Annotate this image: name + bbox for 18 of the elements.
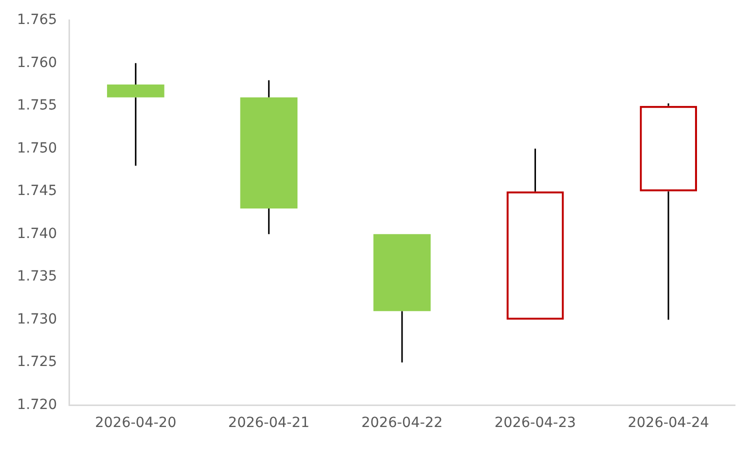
x-tick-label: 2026-04-20	[94, 415, 176, 432]
y-tick-label: 1.755	[16, 98, 58, 114]
y-tick-label: 1.760	[16, 54, 58, 71]
x-tick-label: 2026-04-21	[228, 415, 310, 432]
y-tick-label: 1.745	[16, 183, 58, 200]
candlestick	[373, 234, 431, 364]
y-tick-label: 1.740	[16, 226, 58, 242]
candlestick	[107, 62, 164, 167]
y-tick-label: 1.730	[16, 311, 58, 328]
y-tick-label: 1.750	[16, 140, 58, 156]
y-tick-label: 1.720	[16, 396, 58, 413]
x-tick-label: 2026-04-23	[494, 415, 576, 432]
candlestick	[240, 80, 298, 235]
y-tick-label: 1.735	[16, 268, 58, 285]
y-tick-label: 1.765	[16, 12, 58, 28]
x-tick-label: 2026-04-22	[361, 415, 443, 432]
x-tick-label: 2026-04-24	[628, 415, 710, 432]
y-tick-label: 1.725	[16, 354, 58, 370]
